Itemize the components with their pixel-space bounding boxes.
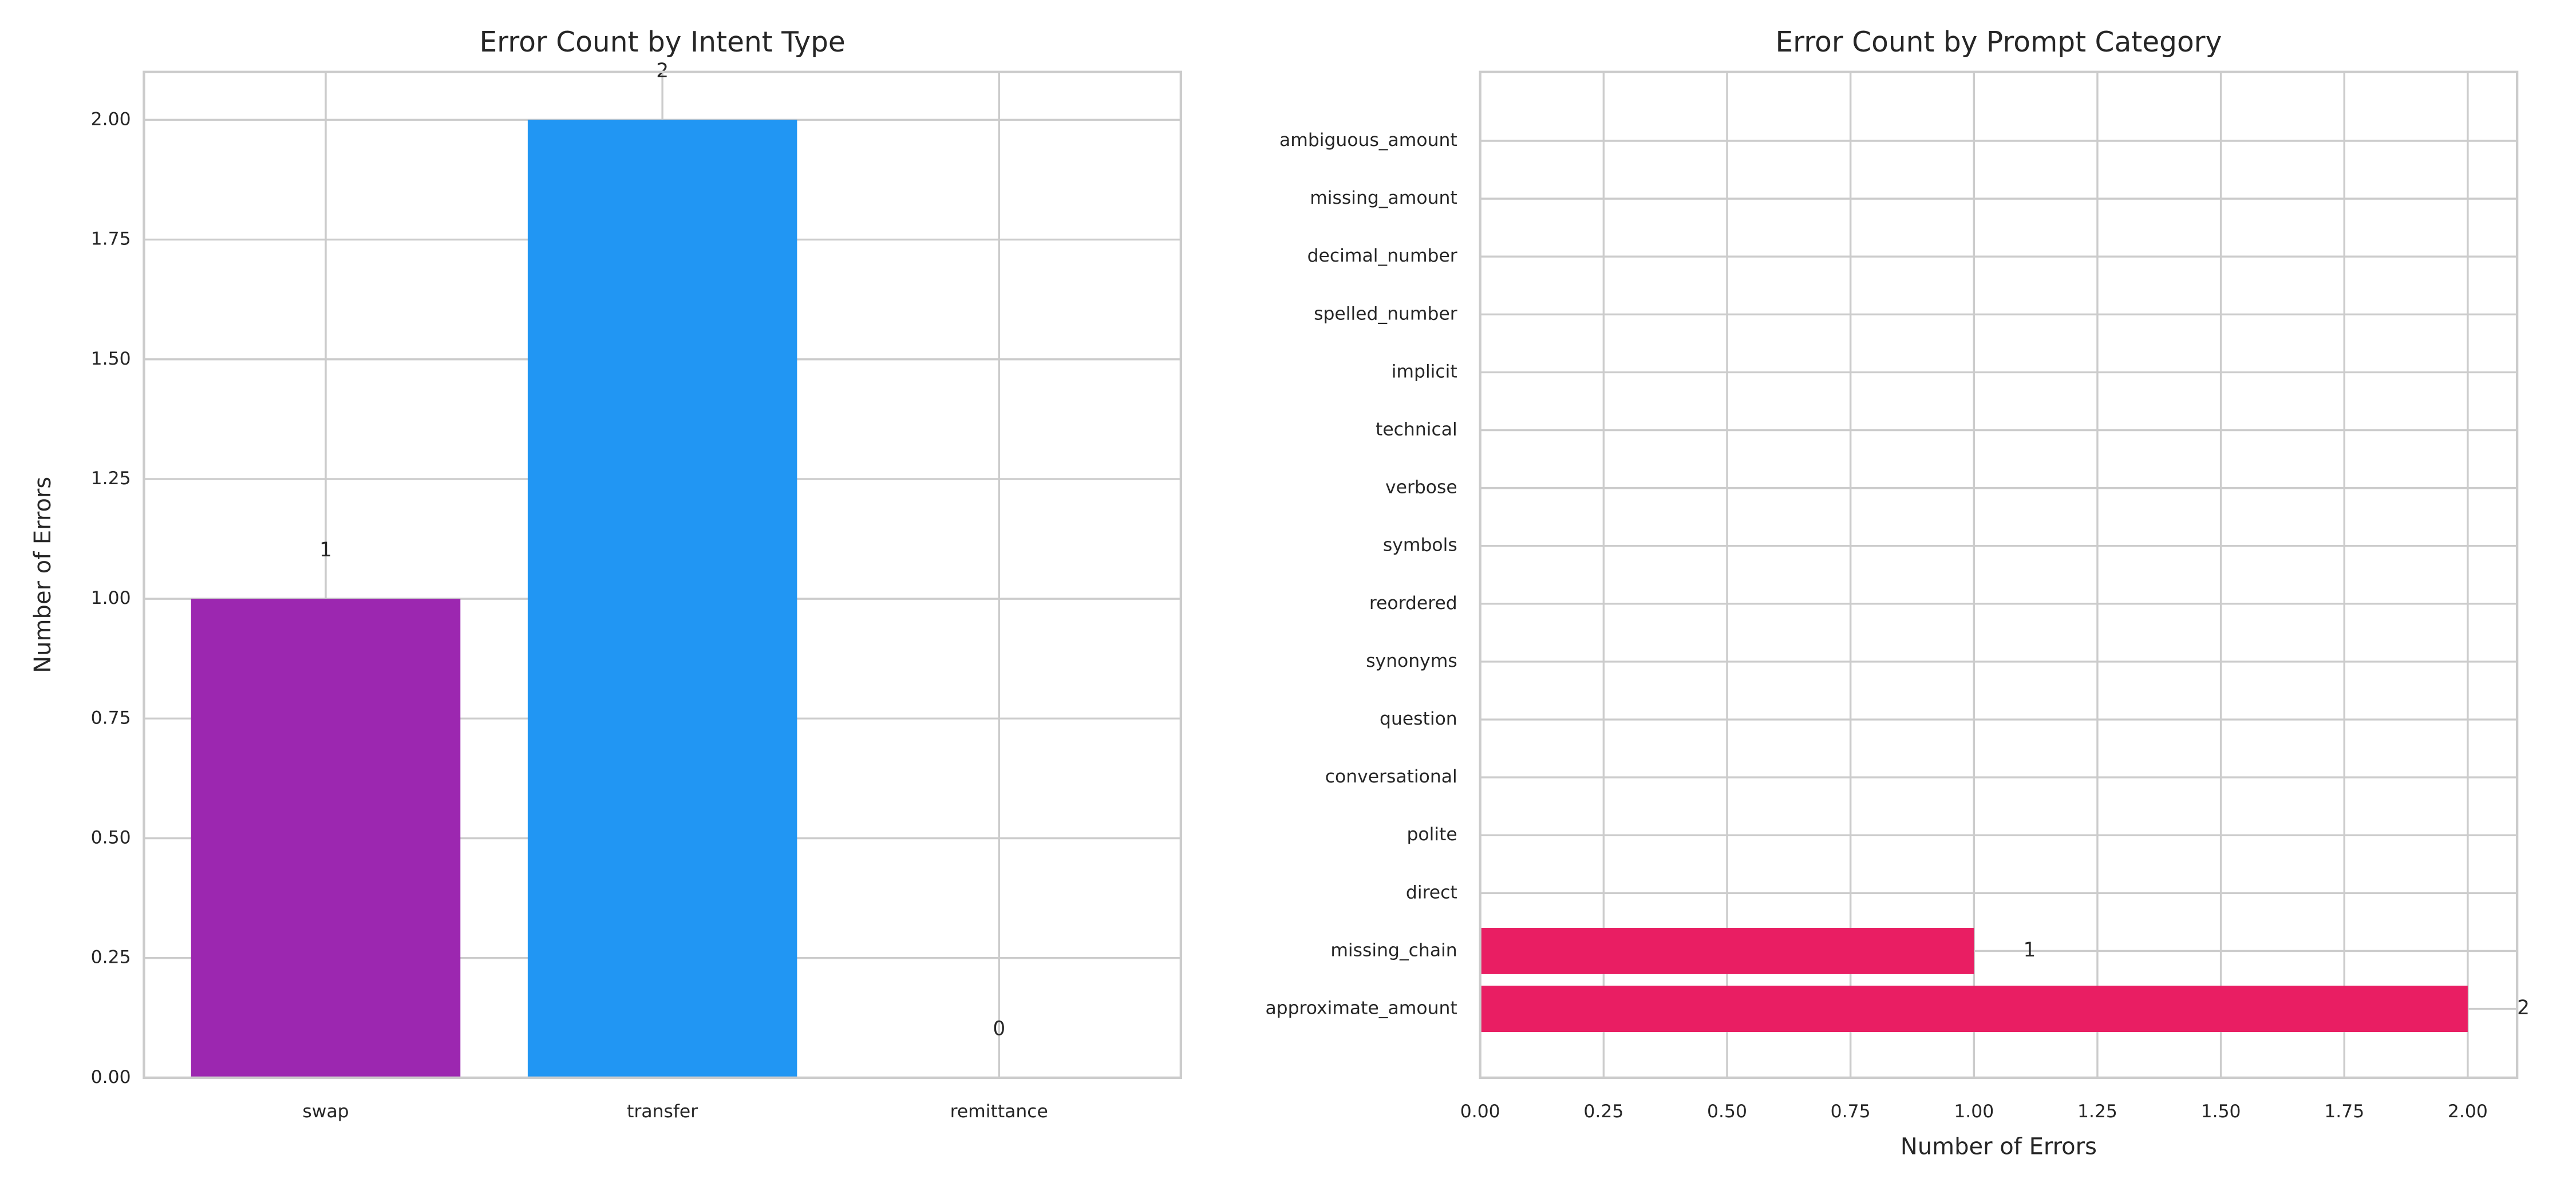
y-tick-label: conversational xyxy=(1325,766,1457,787)
y-tick-label: decimal_number xyxy=(1307,246,1457,266)
chart-title: Error Count by Prompt Category xyxy=(1775,26,2222,58)
y-tick-label: 1.25 xyxy=(91,468,131,489)
y-tick-label: 0.25 xyxy=(91,947,131,968)
plot-frame xyxy=(143,70,1182,1079)
y-tick-label: missing_chain xyxy=(1330,940,1457,960)
y-tick-label: 1.00 xyxy=(91,588,131,608)
x-tick-label: 2.00 xyxy=(2448,1101,2488,1122)
value-label: 0 xyxy=(993,1018,1005,1041)
y-tick-label: implicit xyxy=(1392,361,1457,382)
x-tick-label: transfer xyxy=(627,1101,698,1122)
x-tick-label: 1.50 xyxy=(2201,1101,2241,1122)
x-tick-label: 1.75 xyxy=(2324,1101,2364,1122)
y-tick-label: ambiguous_amount xyxy=(1279,130,1457,151)
bar xyxy=(1480,986,2468,1032)
bar xyxy=(527,120,797,1078)
y-tick-label: question xyxy=(1380,709,1457,729)
x-axis-label: Number of Errors xyxy=(1901,1134,2097,1160)
value-label: 1 xyxy=(319,539,332,562)
y-tick-label: reordered xyxy=(1369,593,1457,614)
x-tick-label: 1.25 xyxy=(2077,1101,2117,1122)
x-tick-label: 1.00 xyxy=(1954,1101,1994,1122)
chart-title: Error Count by Intent Type xyxy=(480,26,846,58)
value-label: 1 xyxy=(2024,939,2036,962)
value-label: 2 xyxy=(2517,997,2530,1019)
y-tick-label: direct xyxy=(1406,882,1457,903)
y-tick-label: approximate_amount xyxy=(1265,998,1457,1019)
y-tick-label: synonyms xyxy=(1366,651,1457,671)
y-tick-label: 0.00 xyxy=(91,1067,131,1088)
y-tick-label: symbols xyxy=(1383,535,1457,556)
y-tick-label: 2.00 xyxy=(91,109,131,129)
y-tick-label: technical xyxy=(1376,420,1457,440)
x-tick-label: swap xyxy=(302,1101,349,1122)
x-tick-label: remittance xyxy=(950,1101,1048,1122)
y-tick-label: 1.50 xyxy=(91,349,131,369)
y-tick-label: verbose xyxy=(1385,477,1457,498)
plot-frame xyxy=(1479,70,2519,1079)
y-tick-label: 0.50 xyxy=(91,827,131,848)
bar xyxy=(1480,928,1974,974)
bar xyxy=(191,599,461,1078)
x-tick-label: 0.00 xyxy=(1460,1101,1500,1122)
y-axis-label: Number of Errors xyxy=(30,477,56,673)
y-tick-label: spelled_number xyxy=(1314,303,1457,324)
y-tick-label: 0.75 xyxy=(91,707,131,728)
x-tick-label: 0.50 xyxy=(1707,1101,1747,1122)
y-tick-label: polite xyxy=(1406,824,1457,845)
y-tick-label: missing_amount xyxy=(1310,188,1457,208)
x-tick-label: 0.25 xyxy=(1583,1101,1623,1122)
x-tick-label: 0.75 xyxy=(1831,1101,1871,1122)
y-tick-label: 1.75 xyxy=(91,229,131,250)
